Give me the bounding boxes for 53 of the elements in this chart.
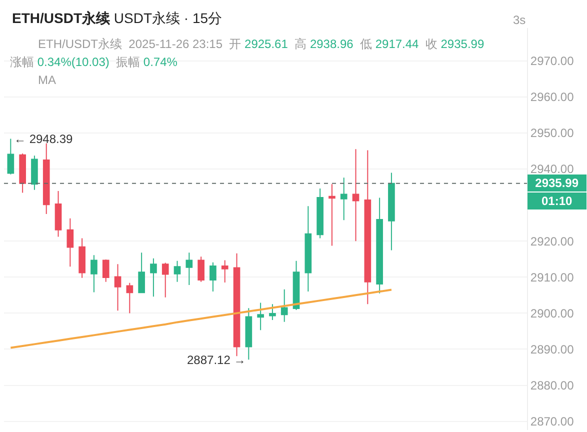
candlestick [233, 252, 240, 357]
candlestick [280, 288, 288, 322]
ref-line-label: 2935.99 [535, 176, 579, 190]
candlestick [126, 282, 134, 314]
candlestick [388, 172, 395, 251]
annotation: MA [38, 73, 56, 87]
y-tick-label: 2870.00 [530, 414, 574, 429]
candlestick [7, 138, 14, 175]
text: 01:10 [541, 194, 573, 208]
candlestick [186, 252, 193, 286]
candlestick [138, 252, 145, 294]
candlestick [210, 262, 216, 292]
annotation: 涨幅 0.34%(10.03) 振幅 0.74% [10, 55, 178, 69]
candlestick [304, 206, 312, 292]
annotation: ← 2948.39 [14, 132, 74, 146]
y-tick-label: 2880.00 [530, 378, 574, 392]
candlestick [31, 155, 38, 190]
candlestick [328, 184, 336, 246]
candlestick [292, 260, 300, 310]
candlestick [257, 302, 264, 331]
candlestick [174, 260, 181, 282]
candlestick [19, 152, 26, 194]
candlestick [54, 190, 62, 238]
candlestick [221, 260, 228, 284]
line-series [10, 288, 392, 349]
y-tick-label: 2890.00 [530, 342, 574, 356]
y-tick-label: 2900.00 [530, 306, 574, 320]
candlestick [198, 256, 204, 282]
y-tick-label: 2950.00 [530, 126, 574, 140]
candlestick [90, 254, 98, 293]
y-tick-label: 2940.00 [530, 162, 574, 176]
text: ETH/USDT永续 2025-11-26 23:15 开 2925.61 高 2938.96 低 2917.44 收 2935.99 [38, 37, 484, 51]
candlestick [114, 264, 122, 312]
y-tick-label: 2920.00 [530, 234, 574, 248]
candlestick [316, 188, 324, 239]
candlestick [42, 142, 50, 215]
y-tick-label: 2910.00 [530, 270, 574, 284]
candlestick [340, 177, 348, 221]
candlestick [66, 218, 74, 268]
y-tick-label: 2970.00 [530, 54, 574, 68]
candlestick [162, 262, 169, 298]
candlestick [364, 150, 372, 305]
y-tick-label: 2960.00 [530, 90, 574, 104]
candlestick [150, 258, 157, 298]
candlestick [352, 148, 360, 242]
candlestick [78, 238, 86, 278]
candlestick [269, 304, 276, 321]
candlestick [245, 308, 252, 360]
candlestick [376, 197, 383, 294]
candlestick [102, 258, 110, 282]
annotation: 2887.12 → [187, 353, 246, 367]
text: 3s [513, 13, 526, 27]
chart-title: ETH/USDT永续 USDT永续 · 15分 [12, 10, 222, 26]
